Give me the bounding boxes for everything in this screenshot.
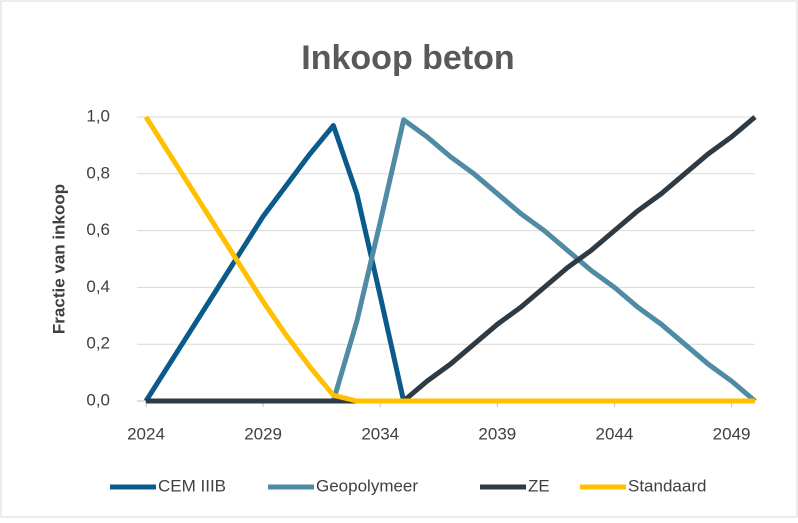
legend-label: Standaard bbox=[628, 476, 706, 495]
legend-label: CEM IIIB bbox=[158, 476, 226, 495]
y-tick-label: 0,0 bbox=[86, 390, 110, 409]
chart-title: Inkoop beton bbox=[301, 39, 514, 77]
legend-label: Geopolymeer bbox=[316, 476, 418, 495]
series-line bbox=[146, 115, 757, 404]
x-tick-label: 2044 bbox=[596, 424, 634, 443]
y-tick-label: 0,8 bbox=[86, 163, 110, 182]
y-tick-label: 1,0 bbox=[86, 106, 110, 125]
x-tick-label: 2029 bbox=[244, 424, 282, 443]
series-line bbox=[143, 115, 755, 404]
x-tick-label: 2034 bbox=[361, 424, 399, 443]
x-tick-label: 2039 bbox=[478, 424, 516, 443]
legend-label: ZE bbox=[528, 476, 550, 495]
x-tick-label: 2024 bbox=[127, 424, 165, 443]
y-tick-label: 0,6 bbox=[86, 220, 110, 239]
y-tick-label: 0,2 bbox=[86, 334, 110, 353]
y-axis-label: Fractie van inkoop bbox=[49, 184, 68, 334]
x-tick-label: 2049 bbox=[713, 424, 751, 443]
y-tick-label: 0,4 bbox=[86, 277, 110, 296]
